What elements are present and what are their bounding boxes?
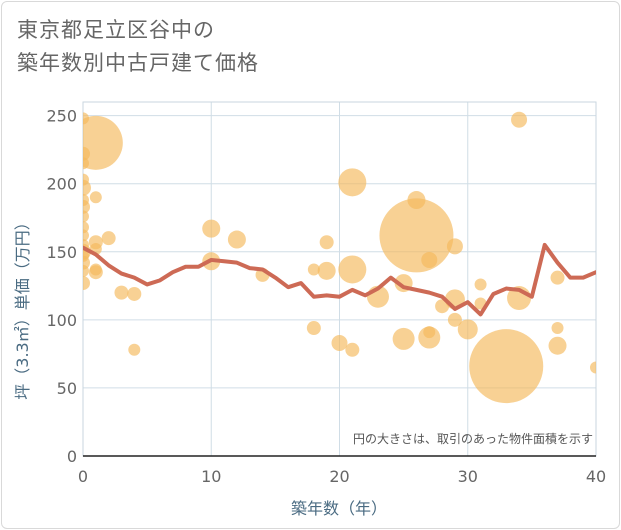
bubble-point (83, 264, 89, 277)
chart-title-line2: 築年数別中古戸建て価格 (17, 51, 259, 75)
x-tick-label: 10 (201, 467, 221, 486)
y-tick-label: 100 (46, 311, 77, 330)
bubble-point (469, 329, 544, 404)
bubble-point (128, 343, 141, 356)
bubble-point (392, 327, 415, 350)
bubble-point (202, 219, 221, 238)
bubble-point (548, 336, 567, 355)
bubble-point (83, 199, 90, 214)
size-legend-note: 円の大きさは、取引のあった物件面積を示す (353, 431, 593, 446)
y-tick-label: 250 (46, 107, 77, 126)
bubble-point (550, 270, 565, 285)
bubble-point (551, 322, 564, 335)
y-tick-label: 50 (57, 379, 77, 398)
bubble-point (590, 361, 596, 374)
x-axis-title: 築年数（年） (291, 499, 387, 518)
bubble-point (345, 342, 360, 357)
bubble-point (331, 334, 348, 351)
bubble-point (447, 312, 462, 327)
bubble-point (474, 278, 487, 291)
bubble-point (127, 286, 142, 301)
chart-title-line1: 東京都足立区谷中の (17, 18, 215, 42)
bubble-point (83, 179, 91, 196)
bubble-point (319, 235, 334, 250)
y-tick-label: 0 (67, 447, 77, 466)
bubble-point (418, 326, 441, 349)
chart-title: 東京都足立区谷中の 築年数別中古戸建て価格 (17, 14, 259, 80)
tick-labels: 0 50 100 150 200 250 0 10 20 30 40 (46, 107, 606, 486)
bubble-point (307, 263, 320, 276)
bubble-point (511, 111, 528, 128)
y-tick-label: 200 (46, 175, 77, 194)
bubble-point (101, 231, 116, 246)
y-tick-label: 150 (46, 243, 77, 262)
bubble-point (83, 210, 89, 223)
bubble-point (446, 238, 463, 255)
bubble-point (379, 198, 454, 273)
bubble-point (338, 168, 367, 197)
bubble-point (83, 115, 123, 170)
bubble-point (83, 229, 89, 242)
x-tick-label: 40 (586, 467, 606, 486)
bubble-point (227, 230, 246, 249)
bubble-point (457, 319, 478, 340)
bubble-point (89, 191, 102, 204)
bubble-point (338, 255, 367, 284)
bubble-point (88, 265, 103, 280)
trend-line (83, 242, 596, 317)
bubble-point (421, 251, 438, 268)
bubble-series (83, 111, 596, 404)
y-axis-title: 坪（3.3㎡）単価（万円） (13, 214, 32, 399)
x-tick-label: 0 (78, 467, 88, 486)
bubble-point (317, 261, 336, 280)
bubble-point (83, 276, 90, 291)
x-tick-label: 30 (458, 467, 478, 486)
trend-series (83, 242, 596, 317)
bubble-point (306, 321, 321, 336)
x-tick-label: 20 (329, 467, 349, 486)
bubble-point (114, 285, 129, 300)
